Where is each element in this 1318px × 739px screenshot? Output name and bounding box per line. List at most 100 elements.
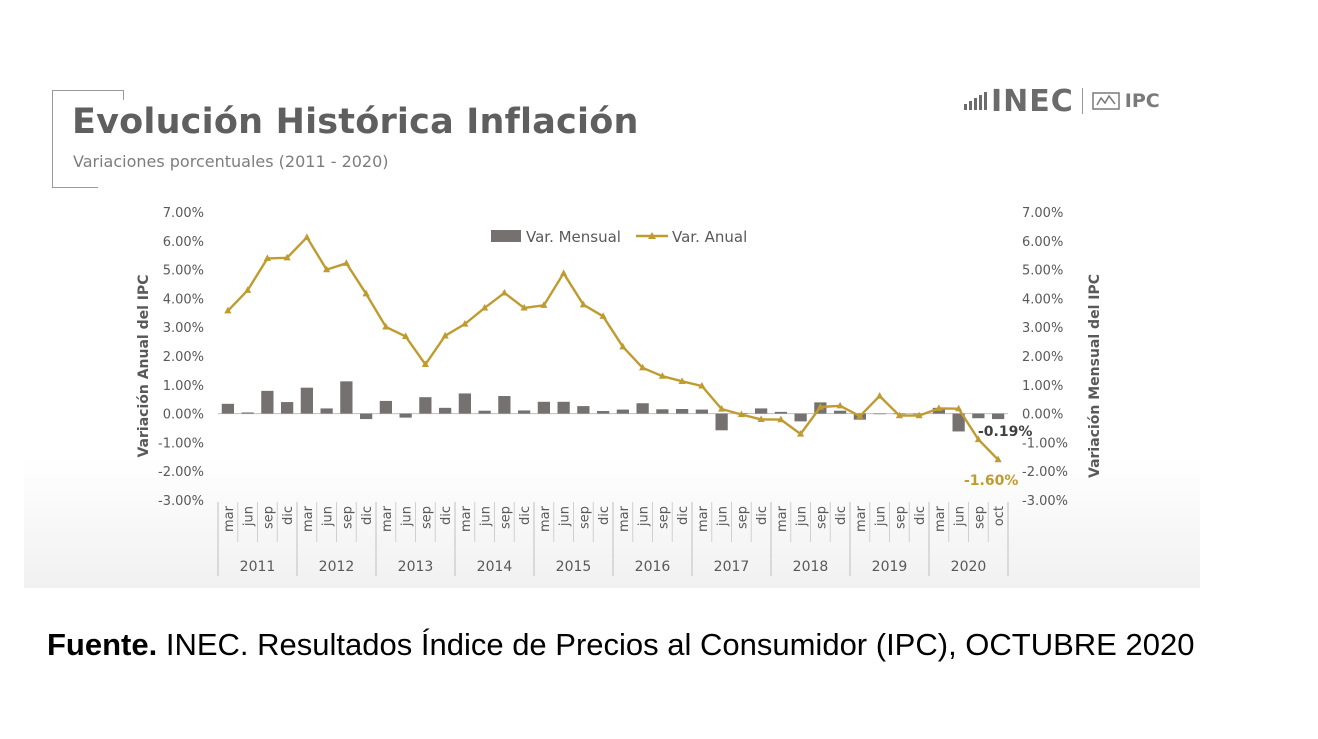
ipc-basket-icon <box>1092 92 1120 110</box>
x-tick-month: dic <box>281 506 296 525</box>
source-label: Fuente. <box>47 627 158 662</box>
point-annual <box>461 320 469 327</box>
bar-monthly <box>695 409 708 414</box>
point-annual <box>639 363 647 371</box>
x-tick-year: 2020 <box>951 559 987 575</box>
x-tick-month: oct <box>992 506 1007 526</box>
x-tick-month: jun <box>637 506 652 527</box>
bar-monthly <box>952 413 965 432</box>
bar-monthly <box>794 413 807 422</box>
bar-monthly <box>676 408 689 414</box>
bar-monthly <box>360 413 373 420</box>
bar-monthly <box>577 406 590 414</box>
bar-monthly <box>221 403 234 414</box>
x-tick-year: 2016 <box>635 559 671 575</box>
title-frame <box>123 90 124 100</box>
point-annual <box>797 430 805 437</box>
point-annual <box>224 306 232 314</box>
x-tick-year: 2018 <box>793 559 829 575</box>
y-axis-right-label: Variación Mensual del IPC <box>1087 274 1103 478</box>
point-annual <box>382 322 390 330</box>
point-annual <box>718 404 726 412</box>
point-annual <box>619 342 627 350</box>
bar-monthly <box>518 410 531 414</box>
point-annual <box>876 392 884 399</box>
bar-monthly <box>379 400 392 414</box>
y-tick-left: 7.00% <box>163 206 204 221</box>
x-tick-year: 2015 <box>556 559 592 575</box>
x-tick-year: 2012 <box>319 559 355 575</box>
y-tick-right: -2.00% <box>1022 465 1068 480</box>
bar-monthly <box>300 387 313 414</box>
point-annual <box>500 288 508 296</box>
bar-monthly <box>320 408 333 414</box>
y-tick-right: 1.00% <box>1022 379 1063 394</box>
y-tick-left: 3.00% <box>163 321 204 336</box>
x-tick-month: mar <box>933 505 948 532</box>
x-tick-month: mar <box>854 505 869 532</box>
logo-brand: INEC <box>991 83 1074 119</box>
point-annual <box>323 265 331 273</box>
y-tick-left: 0.00% <box>163 408 204 423</box>
x-tick-year: 2019 <box>872 559 908 575</box>
x-tick-month: sep <box>419 506 434 529</box>
y-tick-right: 5.00% <box>1022 264 1063 279</box>
source-note: Fuente. INEC. Resultados Índice de Preci… <box>47 614 1285 676</box>
logo-product: IPC <box>1124 90 1160 112</box>
point-annual <box>915 411 923 419</box>
point-annual <box>836 401 844 409</box>
point-annual <box>737 410 745 418</box>
y-tick-right: -3.00% <box>1022 494 1068 509</box>
legend-label-annual: Var. Anual <box>672 228 747 246</box>
point-annual <box>757 415 765 422</box>
point-annual <box>540 301 548 308</box>
title-frame <box>52 90 53 188</box>
point-annual <box>955 404 963 412</box>
y-tick-left: -3.00% <box>158 494 204 509</box>
x-tick-month: jun <box>953 506 968 527</box>
bar-monthly <box>340 381 353 414</box>
chart-subtitle: Variaciones porcentuales (2011 - 2020) <box>73 152 389 171</box>
y-tick-right: 3.00% <box>1022 321 1063 336</box>
inflation-chart: 7.00% 6.00% 5.00% 4.00% 3.00% 2.00% 1.00% 0.00%… <box>136 206 1103 576</box>
bar-monthly <box>399 413 412 418</box>
x-tick-month: sep <box>577 506 592 529</box>
x-tick-month: sep <box>735 506 750 529</box>
point-annual <box>974 435 982 443</box>
y-tick-right: 6.00% <box>1022 235 1063 250</box>
x-tick-year: 2014 <box>477 559 513 575</box>
x-tick-month: sep <box>972 506 987 529</box>
y-axis-left-label: Variación Anual del IPC <box>136 274 152 457</box>
x-tick-month: dic <box>755 506 770 525</box>
x-tick-month: sep <box>814 506 829 529</box>
x-tick-month: dic <box>834 506 849 525</box>
line-annual <box>227 236 999 461</box>
annotation-monthly-last: -0.19% <box>978 424 1032 440</box>
point-annual <box>658 372 666 379</box>
bar-monthly <box>281 402 294 414</box>
y-tick-right: 7.00% <box>1022 206 1063 221</box>
bar-monthly <box>498 396 511 414</box>
x-tick-month: sep <box>893 506 908 529</box>
x-tick-month: dic <box>676 506 691 525</box>
signal-bars-icon <box>964 92 989 110</box>
annotation-annual-last: -1.60% <box>964 473 1018 489</box>
bar-monthly <box>873 413 886 415</box>
bar-monthly <box>774 411 787 414</box>
legend-swatch-monthly <box>491 230 521 242</box>
point-annual <box>520 303 528 311</box>
source-text: INEC. Resultados Índice de Precios al Co… <box>165 627 1195 662</box>
inec-logo: INEC IPC <box>964 83 1160 119</box>
legend-marker-annual <box>648 232 656 239</box>
title-frame <box>52 90 124 91</box>
x-tick-month: dic <box>597 506 612 525</box>
point-annual <box>283 253 291 261</box>
y-tick-right: -1.00% <box>1022 436 1068 451</box>
x-tick-year: 2013 <box>398 559 434 575</box>
y-tick-left: 5.00% <box>163 264 204 279</box>
point-annual <box>481 303 489 311</box>
point-annual <box>342 259 350 266</box>
bar-monthly <box>439 407 452 414</box>
bar-monthly <box>537 401 550 414</box>
bar-monthly <box>834 410 847 414</box>
